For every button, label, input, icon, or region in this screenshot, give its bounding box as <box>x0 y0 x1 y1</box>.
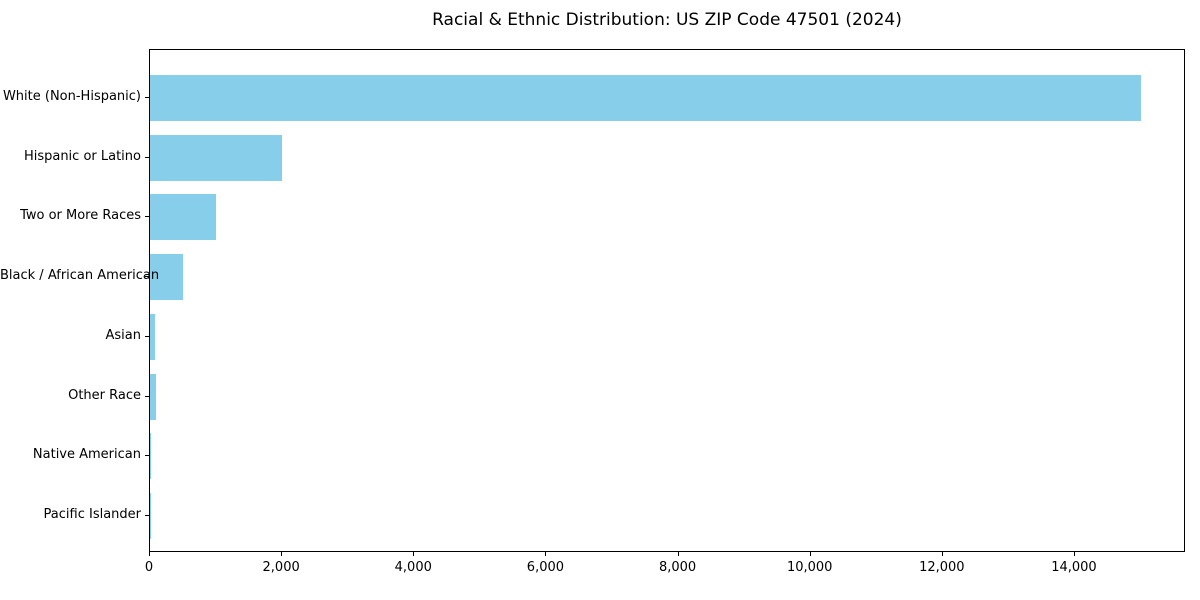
y-tick-mark <box>145 97 149 98</box>
y-tick-mark <box>145 514 149 516</box>
bar <box>150 254 184 301</box>
x-tick-mark <box>281 552 283 556</box>
y-tick-mark <box>145 216 149 218</box>
x-tick-mark <box>413 552 415 556</box>
bar <box>150 134 283 181</box>
y-tick-mark <box>145 395 149 397</box>
x-tick-label: 4,000 <box>394 560 432 575</box>
x-tick-mark <box>545 552 547 556</box>
y-tick-label: Other Race <box>68 387 141 403</box>
y-tick-label: White (Non-Hispanic) <box>2 89 141 104</box>
x-tick-label: 14,000 <box>1051 560 1097 575</box>
x-tick-label: 8,000 <box>658 560 697 575</box>
y-tick-label: Native American <box>32 447 141 463</box>
bar <box>150 373 156 420</box>
x-tick-mark <box>677 552 679 556</box>
x-tick-mark <box>809 552 811 556</box>
x-tick-label: 6,000 <box>526 560 565 575</box>
x-tick-label: 0 <box>144 560 154 575</box>
y-tick-mark <box>145 455 149 457</box>
y-tick-label: Two or More Races <box>20 208 141 224</box>
x-tick-label: 2,000 <box>262 560 300 575</box>
y-tick-label: Black / African American <box>0 268 160 284</box>
bar <box>150 313 155 360</box>
x-tick-label: 12,000 <box>919 560 965 575</box>
bar <box>150 194 217 241</box>
y-tick-label: Pacific Islander <box>43 506 141 522</box>
x-tick-label: 10,000 <box>786 560 833 575</box>
y-tick-mark <box>145 156 149 158</box>
bar <box>150 75 1142 121</box>
y-tick-mark <box>145 276 149 278</box>
bar <box>150 433 151 480</box>
y-tick-mark <box>145 335 149 337</box>
chart-title: Racial & Ethnic Distribution: US ZIP Cod… <box>432 10 902 30</box>
x-tick-mark <box>149 552 150 556</box>
x-tick-mark <box>1073 552 1075 556</box>
y-tick-label: Hispanic or Latino <box>23 148 141 164</box>
x-tick-mark <box>941 552 943 556</box>
y-tick-label: Asian <box>105 327 141 343</box>
plot-area <box>149 49 1185 552</box>
